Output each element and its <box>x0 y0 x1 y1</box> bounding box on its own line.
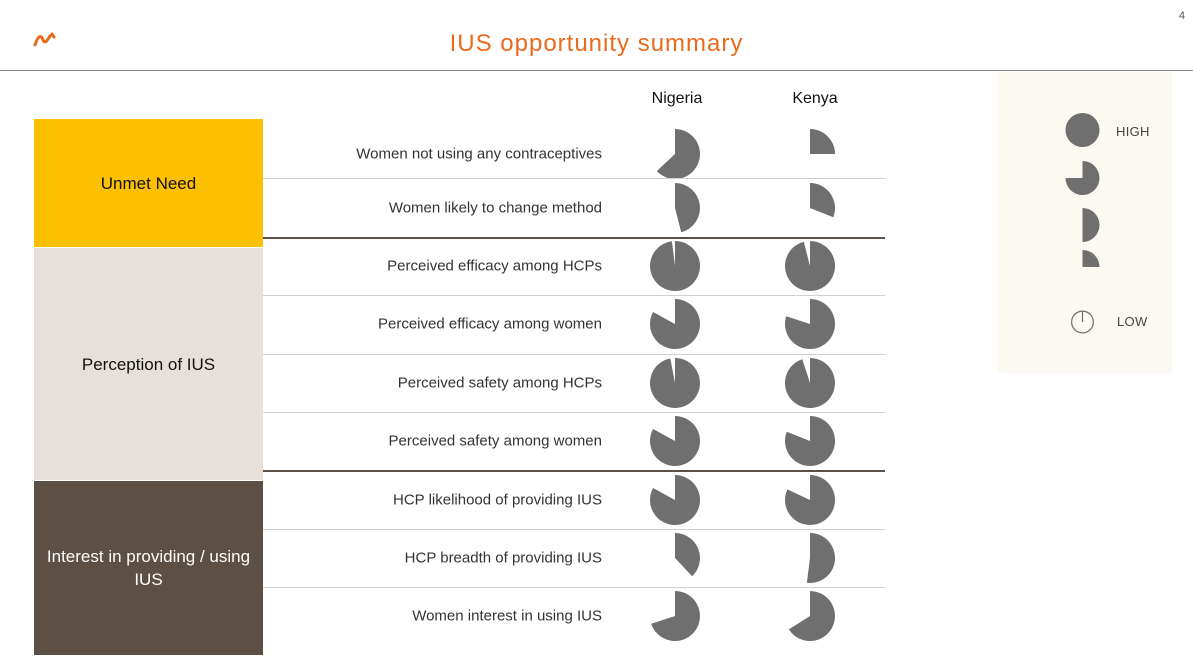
legend-harvey-ball-wedge <box>1065 113 1100 147</box>
legend-level-3 <box>1082 250 1100 267</box>
harvey-ball-nigeria-wedge <box>651 591 700 642</box>
harvey-ball-nigeria-wedge <box>649 474 700 525</box>
harvey-ball-nigeria-wedge <box>649 299 700 350</box>
harvey-ball-kenya-wedge <box>785 416 836 467</box>
harvey-ball-nigeria <box>650 240 701 291</box>
row-label: Women interest in using IUS <box>412 607 602 625</box>
row-label: Perceived efficacy among HCPs <box>387 257 602 275</box>
row-label: Perceived safety among HCPs <box>397 374 602 392</box>
page-number: 4 <box>1178 10 1185 22</box>
harvey-ball-kenya-wedge <box>785 474 836 525</box>
harvey-ball-nigeria <box>649 299 700 350</box>
harvey-ball-kenya <box>788 591 835 642</box>
section-divider <box>263 470 885 472</box>
category-perception: Perception of IUS <box>34 248 263 480</box>
row-divider <box>263 412 885 413</box>
harvey-ball-nigeria <box>649 416 700 467</box>
legend-harvey-ball-wedge <box>1065 161 1100 195</box>
category-interest: Interest in providing / using IUS <box>34 481 263 655</box>
page-title: IUS opportunity summary <box>449 30 744 57</box>
harvey-ball-nigeria <box>675 182 700 232</box>
logo-icon <box>33 32 56 47</box>
harvey-ball-kenya <box>784 299 835 350</box>
harvey-ball-nigeria <box>656 129 701 180</box>
legend-level-2 <box>1082 208 1100 242</box>
row-divider <box>263 354 885 355</box>
legend-level-4 <box>1071 310 1094 334</box>
harvey-ball-kenya-wedge <box>806 533 836 583</box>
harvey-ball-nigeria <box>649 357 700 408</box>
legend-low-label: LOW <box>1117 314 1148 329</box>
row-label: Women likely to change method <box>388 199 602 217</box>
section-divider <box>263 237 885 239</box>
row-divider <box>263 178 885 179</box>
legend-panel: HIGH LOW <box>997 72 1172 373</box>
harvey-ball-nigeria-wedge <box>656 129 701 180</box>
column-header-kenya: Kenya <box>792 90 838 107</box>
harvey-ball-kenya-wedge <box>810 182 835 217</box>
row-label: Women not using any contraceptives <box>356 145 602 163</box>
legend-high-label: HIGH <box>1116 124 1150 139</box>
harvey-ball-kenya-wedge <box>784 299 835 350</box>
legend-harvey-ball-wedge <box>1082 250 1100 267</box>
row-divider <box>263 295 885 296</box>
harvey-ball-nigeria-wedge <box>675 182 700 232</box>
harvey-ball-kenya <box>784 357 835 408</box>
harvey-ball-kenya-wedge <box>785 241 836 291</box>
harvey-ball-kenya <box>810 182 835 217</box>
harvey-ball-kenya <box>785 474 836 525</box>
harvey-ball-kenya <box>785 241 836 291</box>
harvey-ball-kenya-wedge <box>784 357 835 408</box>
harvey-ball-nigeria <box>675 533 700 577</box>
harvey-ball-nigeria-wedge <box>675 533 700 577</box>
title-divider <box>0 70 1193 71</box>
row-label: Perceived efficacy among women <box>377 315 602 333</box>
row-divider <box>263 529 885 530</box>
harvey-ball-nigeria-wedge <box>649 416 700 467</box>
harvey-ball-kenya <box>785 416 836 467</box>
harvey-ball-kenya-wedge <box>810 129 835 155</box>
row-label: HCP likelihood of providing IUS <box>393 491 602 509</box>
legend-harvey-ball-wedge <box>1082 208 1100 242</box>
harvey-ball-nigeria <box>649 474 700 525</box>
column-header-nigeria: Nigeria <box>651 90 703 107</box>
harvey-ball-kenya <box>810 129 835 155</box>
row-label: HCP breadth of providing IUS <box>404 549 602 567</box>
harvey-ball-kenya-wedge <box>788 591 835 642</box>
harvey-ball-nigeria-wedge <box>649 357 700 408</box>
harvey-ball-nigeria <box>651 591 700 642</box>
legend-level-0 <box>1065 113 1100 147</box>
legend-level-1 <box>1065 161 1100 195</box>
legend-scale <box>1065 113 1100 334</box>
harvey-ball-nigeria-wedge <box>650 240 701 291</box>
row-divider <box>263 587 885 588</box>
harvey-ball-kenya <box>806 533 836 583</box>
row-label: Perceived safety among women <box>388 432 602 450</box>
category-unmet-need: Unmet Need <box>34 119 263 247</box>
